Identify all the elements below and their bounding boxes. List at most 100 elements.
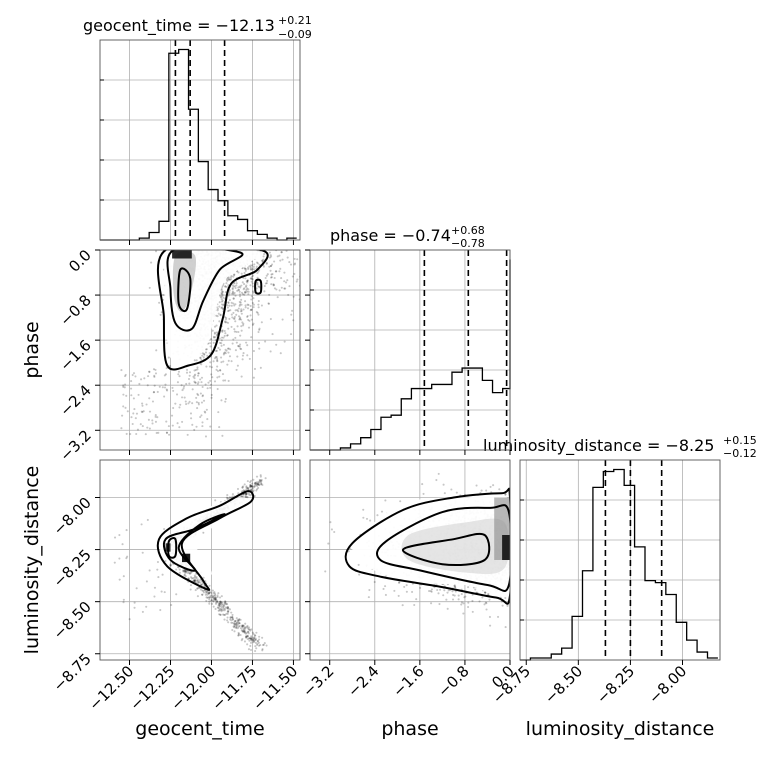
scatter-point <box>380 510 384 513</box>
scatter-point <box>255 489 258 492</box>
scatter-point <box>256 484 259 488</box>
histogram-luminosity_distance <box>519 459 721 661</box>
scatter-point <box>224 352 227 355</box>
scatter-point <box>228 292 231 295</box>
scatter-point <box>204 593 207 596</box>
scatter-point <box>224 600 227 603</box>
scatter-point <box>233 626 236 629</box>
scatter-point <box>235 617 238 620</box>
scatter-point <box>362 516 365 519</box>
scatter-point <box>216 360 219 363</box>
scatter-point <box>462 612 465 615</box>
scatter-point <box>165 388 168 391</box>
scatter-point <box>228 278 232 281</box>
scatter-point <box>257 341 260 345</box>
scatter-point <box>235 623 238 626</box>
scatter-point <box>249 309 252 312</box>
scatter-point <box>249 277 252 280</box>
scatter-point <box>264 276 267 280</box>
y-tick-label-luminosity_distance: −8.00 <box>50 494 95 539</box>
scatter-point <box>248 637 251 640</box>
scatter-point <box>196 587 199 590</box>
scatter-point <box>244 290 247 293</box>
scatter-point <box>221 306 224 309</box>
scatter-point <box>227 309 231 312</box>
scatter-point <box>285 250 288 252</box>
scatter-point <box>228 304 231 307</box>
scatter-point <box>218 305 221 308</box>
geocent-time-title-plus: +0.21 <box>278 14 312 27</box>
scatter-point <box>225 316 228 320</box>
plot-area: −12.50−12.25−12.00−11.75−11.50−3.2 −2.4 −1… <box>50 39 721 714</box>
scatter-point <box>454 586 457 589</box>
scatter-point <box>218 602 221 606</box>
scatter-point <box>204 590 207 593</box>
scatter-point <box>194 575 197 578</box>
scatter-point <box>222 606 225 609</box>
scatter-point <box>183 573 186 576</box>
scatter-point <box>247 266 250 269</box>
scatter-point <box>133 601 136 604</box>
scatter-point <box>252 322 255 325</box>
scatter-point <box>242 489 245 492</box>
scatter-point <box>230 621 233 624</box>
panel-content <box>310 460 510 660</box>
scatter-point <box>143 377 146 380</box>
scatter-point <box>185 570 188 573</box>
scatter-point <box>247 626 251 629</box>
scatter-point <box>411 590 414 594</box>
scatter-point <box>257 641 260 644</box>
scatter-point <box>260 483 263 486</box>
scatter-point <box>249 484 252 487</box>
scatter-point <box>188 371 192 374</box>
scatter-point <box>263 290 266 293</box>
scatter-point <box>233 273 236 276</box>
scatter-point <box>329 521 332 524</box>
scatter-point <box>232 275 235 278</box>
scatter-point <box>267 302 271 305</box>
scatter-point <box>211 376 214 379</box>
scatter-point <box>258 327 261 330</box>
scatter-point <box>159 313 162 316</box>
scatter-point <box>231 495 234 498</box>
scatter-point <box>225 496 228 499</box>
scatter-point <box>247 487 250 490</box>
scatter-point <box>212 335 216 338</box>
scatter-point <box>227 294 230 297</box>
scatter-point <box>222 360 225 363</box>
scatter-point <box>251 274 255 277</box>
scatter-point <box>488 598 491 601</box>
scatter-point <box>228 299 231 302</box>
scatter-point <box>128 618 131 621</box>
scatter-point <box>153 375 156 378</box>
scatter-point <box>121 543 124 546</box>
scatter-point <box>207 596 210 599</box>
scatter-point <box>296 278 299 281</box>
scatter-point <box>214 602 218 605</box>
scatter-point <box>200 401 204 404</box>
scatter-point <box>222 343 225 346</box>
scatter-point <box>428 589 431 593</box>
scatter-point <box>250 277 253 280</box>
scatter-point <box>225 282 228 285</box>
scatter-point <box>242 288 245 291</box>
scatter-point <box>141 610 144 613</box>
scatter-point <box>218 426 221 429</box>
scatter-point <box>231 493 234 496</box>
scatter-point <box>144 433 147 436</box>
scatter-point <box>260 321 263 324</box>
scatter-point <box>178 568 181 571</box>
scatter-point <box>246 486 249 489</box>
scatter-point <box>220 601 223 604</box>
scatter-point <box>237 330 240 334</box>
scatter-point <box>220 289 223 292</box>
scatter-point <box>211 594 214 597</box>
scatter-point <box>206 354 209 357</box>
scatter-point <box>230 619 233 622</box>
scatter-point <box>236 309 239 312</box>
scatter-point <box>219 600 222 603</box>
scatter-point <box>176 381 179 384</box>
scatter-point <box>268 256 271 259</box>
scatter-point <box>170 564 173 567</box>
scatter-point <box>218 613 221 616</box>
